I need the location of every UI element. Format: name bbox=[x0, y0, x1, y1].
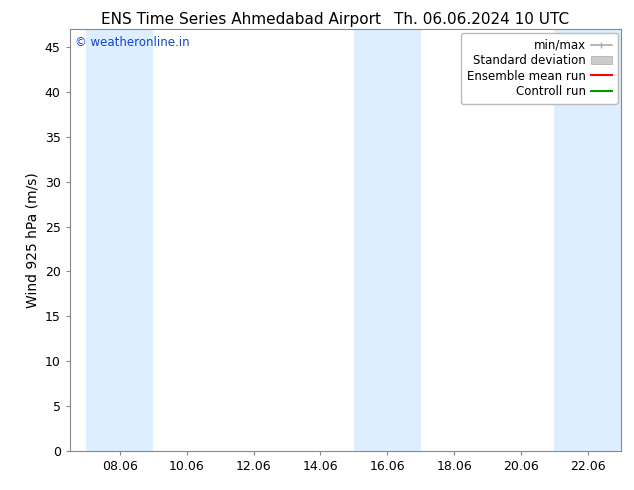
Bar bbox=[86, 29, 153, 451]
Text: ENS Time Series Ahmedabad Airport: ENS Time Series Ahmedabad Airport bbox=[101, 12, 381, 27]
Legend: min/max, Standard deviation, Ensemble mean run, Controll run: min/max, Standard deviation, Ensemble me… bbox=[461, 33, 618, 104]
Bar bbox=[555, 29, 621, 451]
Text: © weatheronline.in: © weatheronline.in bbox=[75, 36, 190, 49]
Text: Th. 06.06.2024 10 UTC: Th. 06.06.2024 10 UTC bbox=[394, 12, 569, 27]
Y-axis label: Wind 925 hPa (m/s): Wind 925 hPa (m/s) bbox=[25, 172, 39, 308]
Bar bbox=[354, 29, 421, 451]
